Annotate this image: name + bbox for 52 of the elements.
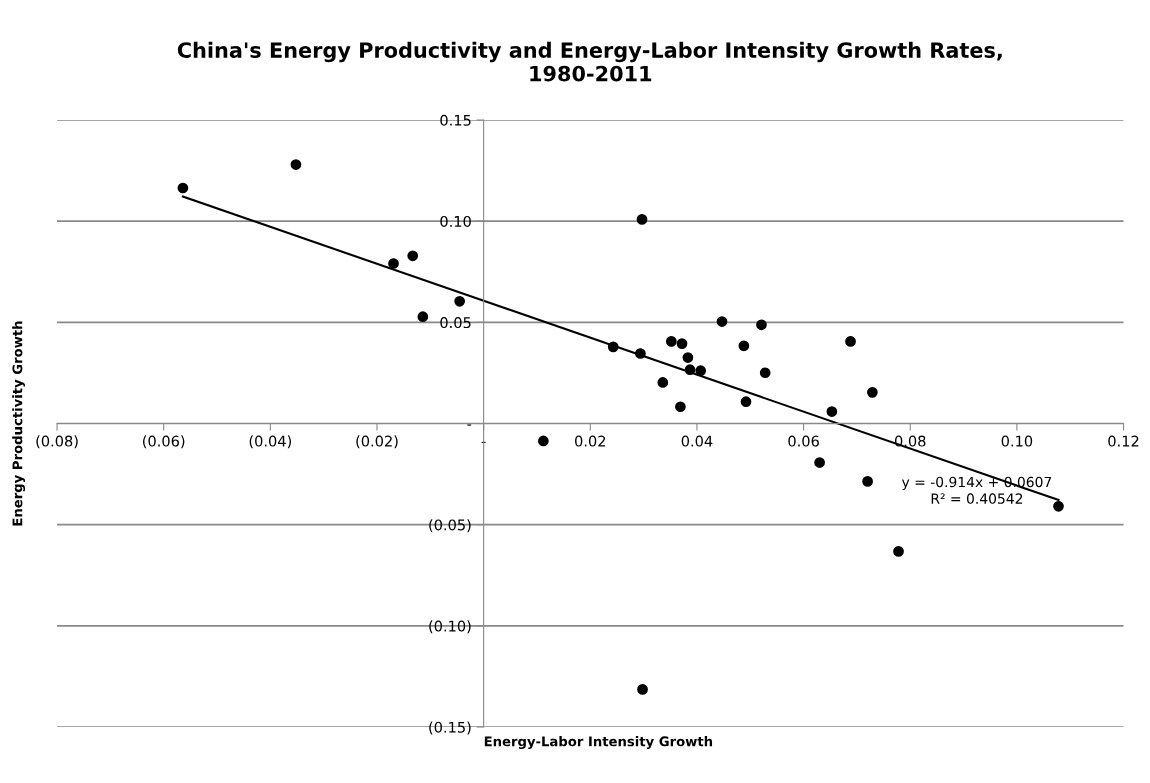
point (407, 250, 419, 262)
x-tick-label: (0.08) (36, 435, 78, 449)
point (867, 387, 878, 398)
chart-title: China's Energy Productivity and Energy-Labor Intensity Growth Rates, 1980-2011 (177, 41, 1002, 82)
y-tick-label: 0.15 (440, 114, 471, 126)
x-tick-label: 0.06 (788, 435, 819, 447)
point (1053, 500, 1064, 512)
x-tick-label: - (481, 441, 486, 443)
point (682, 352, 694, 363)
point (657, 377, 669, 388)
y-tick-label: 0.05 (440, 317, 471, 329)
point (290, 159, 302, 170)
point (862, 476, 873, 487)
x-tick-label: 0.08 (894, 435, 926, 447)
point (756, 319, 767, 331)
x-tick-label: (0.04) (249, 435, 292, 449)
x-tick-label: 0.02 (575, 435, 606, 447)
point (738, 340, 750, 352)
point (177, 182, 189, 194)
point (716, 316, 728, 327)
annotation: y = -0.914x + 0.0607 R² = 0.40542 (901, 476, 1052, 504)
point (417, 311, 429, 323)
x-axis-title: Energy-Labor Intensity Growth (484, 736, 713, 749)
point (538, 435, 549, 447)
x-tick-label: 0.12 (1108, 435, 1139, 447)
y-tick-label: - (467, 424, 472, 426)
point (454, 295, 466, 307)
x-tick-label: (0.06) (143, 435, 185, 449)
point (814, 457, 825, 468)
point (845, 336, 856, 347)
point (676, 338, 688, 349)
y-tick-label: 0.10 (440, 215, 471, 227)
point (740, 396, 752, 408)
point (826, 406, 838, 417)
x-tick-label: (0.02) (356, 435, 398, 449)
point (695, 365, 707, 377)
y-tick-label: (0.15) (429, 721, 471, 735)
point (607, 341, 619, 353)
point (684, 364, 696, 376)
x-tick-label: 0.10 (1001, 435, 1033, 447)
point (893, 546, 904, 557)
point (636, 214, 648, 225)
point (759, 367, 771, 379)
point (637, 684, 648, 695)
y-tick-label: (0.10) (429, 620, 471, 634)
x-tick-label: 0.04 (681, 435, 713, 447)
point (388, 258, 399, 269)
point (635, 348, 646, 359)
point (675, 401, 686, 413)
point (665, 336, 677, 347)
y-axis-title: Energy Productivity Growth (12, 321, 26, 526)
y-tick-label: (0.05) (429, 519, 471, 533)
